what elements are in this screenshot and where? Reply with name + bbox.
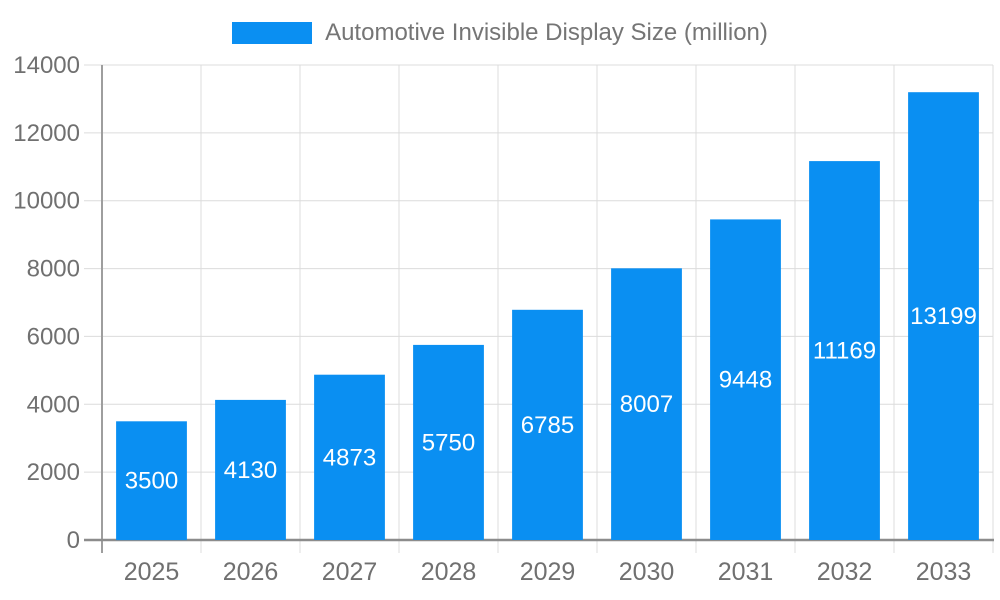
x-tick-label: 2027	[322, 558, 378, 586]
bar-2029	[512, 309, 583, 540]
bar-2031	[710, 219, 781, 540]
legend-swatch-icon	[232, 22, 313, 44]
y-tick-label: 10000	[13, 188, 80, 215]
bar-value-label: 4873	[323, 444, 376, 471]
bar-value-label: 8007	[620, 391, 673, 418]
x-tick-label: 2031	[718, 558, 774, 586]
x-tick-label: 2032	[817, 558, 873, 586]
bar-2030	[611, 268, 682, 540]
bar-value-label: 9448	[719, 367, 772, 394]
legend: Automotive Invisible Display Size (milli…	[0, 21, 1000, 45]
x-tick-label: 2029	[520, 558, 576, 586]
bar-value-label: 4130	[224, 457, 277, 484]
y-tick-label: 14000	[13, 52, 80, 79]
bar-value-label: 3500	[125, 468, 178, 495]
bar-value-label: 11169	[813, 338, 876, 365]
y-tick-label: 6000	[27, 323, 80, 350]
bar-value-label: 5750	[422, 430, 475, 457]
bar-2028	[413, 344, 484, 540]
x-tick-label: 2033	[916, 558, 972, 586]
bar-2025	[116, 421, 187, 541]
y-tick-label: 8000	[27, 256, 80, 283]
x-tick-label: 2025	[124, 558, 180, 586]
legend-label: Automotive Invisible Display Size (milli…	[325, 19, 768, 46]
bar-2033	[908, 92, 979, 540]
x-tick-label: 2030	[619, 558, 675, 586]
bar-2032	[809, 161, 880, 540]
bar-2026	[215, 399, 286, 540]
bar-value-label: 6785	[521, 412, 574, 439]
x-tick-label: 2026	[223, 558, 279, 586]
y-tick-label: 4000	[27, 391, 80, 418]
bar-value-label: 13199	[910, 303, 977, 330]
x-tick-label: 2028	[421, 558, 477, 586]
legend-item[interactable]: Automotive Invisible Display Size (milli…	[232, 21, 768, 45]
bar-2027	[314, 374, 385, 540]
y-tick-label: 12000	[13, 120, 80, 147]
y-tick-label: 2000	[27, 459, 80, 486]
y-tick-label: 0	[67, 527, 80, 554]
